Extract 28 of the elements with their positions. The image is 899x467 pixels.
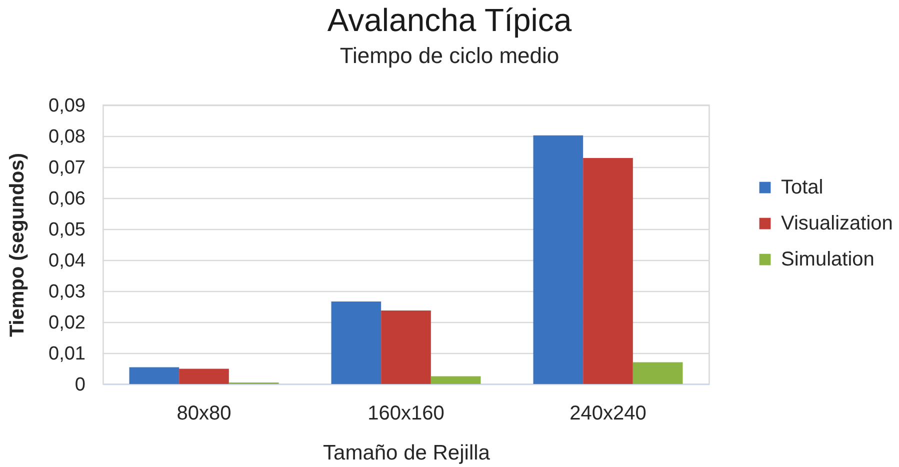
- bar: [632, 362, 683, 384]
- chart-title: Avalancha Típica: [327, 2, 572, 38]
- y-tick-label: 0,08: [48, 126, 86, 148]
- y-tick-label: 0,05: [48, 220, 86, 240]
- y-tick-label: 0,01: [48, 344, 86, 364]
- y-tick-label: 0: [74, 374, 86, 396]
- y-tick-label: 0,07: [48, 158, 86, 178]
- bar: [430, 376, 481, 384]
- bar: [533, 135, 584, 384]
- bar: [129, 367, 180, 384]
- legend-label: Total: [781, 176, 824, 199]
- legend-label: Visualization: [781, 212, 893, 235]
- chart-subtitle: Tiempo de ciclo medio: [340, 43, 560, 68]
- y-axis-title: Tiempo (segundos): [6, 152, 28, 338]
- y-tick-label: 0,09: [48, 96, 86, 116]
- y-tick-label: 0,03: [48, 282, 86, 302]
- x-tick-label: 240x240: [570, 402, 646, 424]
- bar: [583, 158, 633, 384]
- x-axis-title: Tamaño de Rejilla: [323, 442, 490, 464]
- y-tick-label: 0,06: [48, 188, 86, 210]
- legend-label: Simulation: [781, 248, 874, 271]
- y-tick-label: 0,02: [48, 312, 86, 334]
- bar: [179, 368, 229, 384]
- bar: [381, 310, 431, 384]
- y-tick-label: 0,04: [48, 250, 86, 272]
- bar: [331, 302, 382, 384]
- x-tick-label: 160x160: [368, 402, 444, 424]
- x-tick-label: 80x80: [176, 402, 232, 424]
